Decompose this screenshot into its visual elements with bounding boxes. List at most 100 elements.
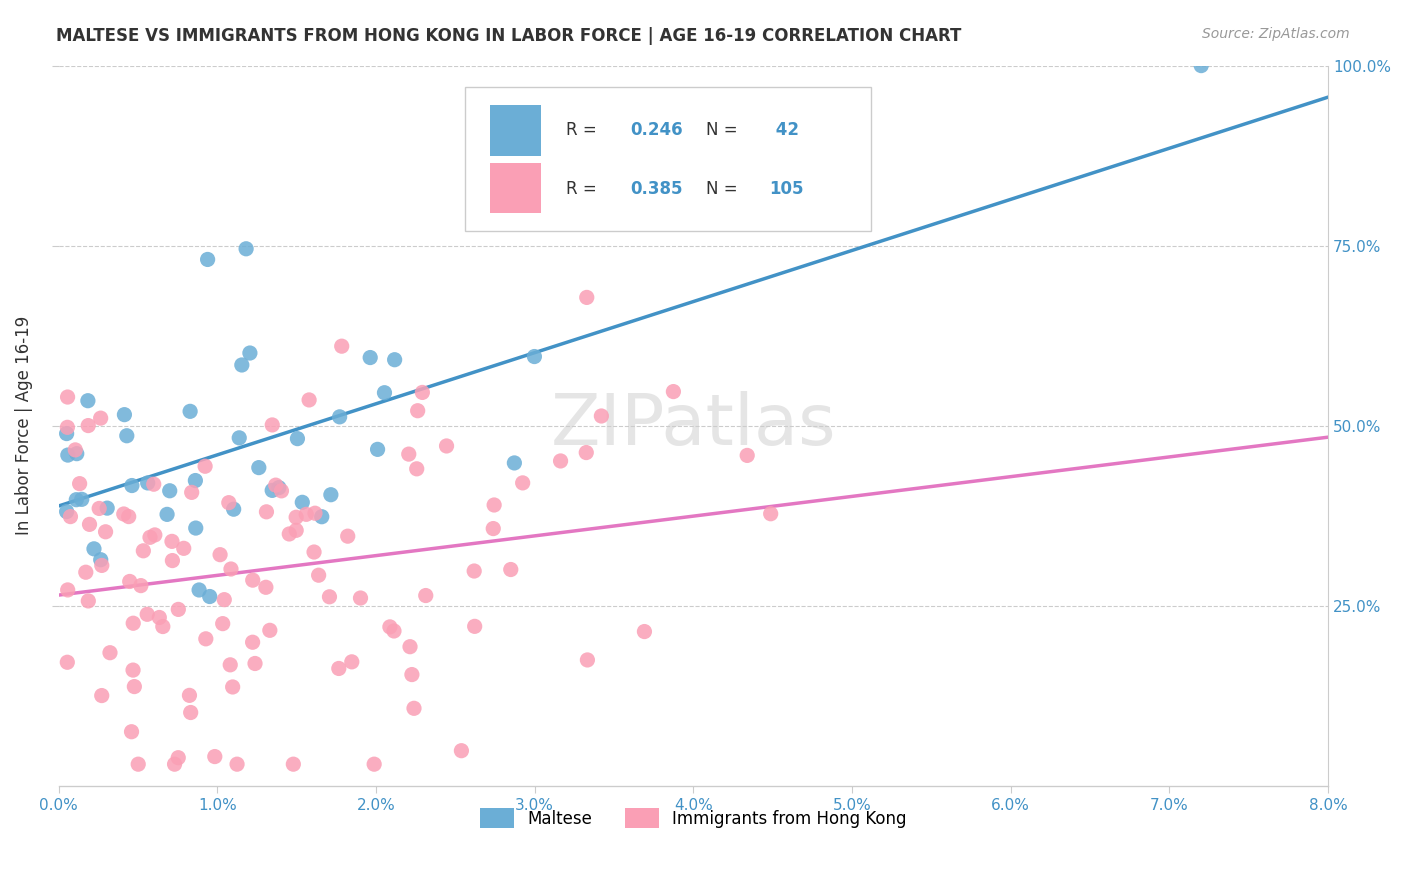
Text: 105: 105 — [769, 180, 804, 199]
Point — [262, 417, 284, 432]
Point — [308, 568, 330, 582]
Point — [367, 442, 389, 457]
Point — [65, 492, 87, 507]
Point — [180, 706, 202, 720]
Point — [398, 447, 420, 461]
Point — [184, 474, 207, 488]
Point — [499, 562, 522, 576]
Point — [270, 483, 292, 498]
Point — [118, 574, 141, 589]
Point — [152, 619, 174, 633]
Point — [55, 505, 77, 519]
Text: N =: N = — [706, 121, 742, 139]
Point — [411, 385, 433, 400]
Point — [662, 384, 685, 399]
Point — [112, 507, 135, 521]
Point — [373, 385, 395, 400]
Point — [405, 462, 427, 476]
Point — [222, 502, 245, 516]
Point — [90, 411, 112, 425]
Point — [415, 589, 437, 603]
Text: MALTESE VS IMMIGRANTS FROM HONG KONG IN LABOR FORCE | AGE 16-19 CORRELATION CHAR: MALTESE VS IMMIGRANTS FROM HONG KONG IN … — [56, 27, 962, 45]
Point — [482, 498, 505, 512]
Point — [336, 529, 359, 543]
Point — [259, 624, 281, 638]
Point — [735, 449, 758, 463]
Point — [127, 757, 149, 772]
Point — [66, 447, 89, 461]
Text: 0.246: 0.246 — [630, 121, 682, 139]
Point — [55, 426, 77, 441]
Point — [136, 607, 159, 622]
Point — [382, 624, 405, 638]
Point — [378, 620, 401, 634]
Point — [340, 655, 363, 669]
Point — [90, 552, 112, 566]
Point — [180, 485, 202, 500]
Point — [349, 591, 371, 605]
Point — [262, 483, 284, 498]
Point — [231, 358, 253, 372]
Point — [194, 632, 217, 646]
Point — [1189, 59, 1212, 73]
Point — [70, 492, 93, 507]
Point — [167, 750, 190, 764]
Point — [219, 562, 242, 576]
Point — [363, 757, 385, 772]
Point — [576, 653, 599, 667]
Point — [359, 351, 381, 365]
Point — [291, 495, 314, 509]
Point — [247, 460, 270, 475]
Point — [188, 582, 211, 597]
Point — [330, 339, 353, 353]
Point — [285, 510, 308, 524]
Point — [122, 663, 145, 677]
Point — [464, 619, 486, 633]
Point — [219, 657, 242, 672]
Point — [156, 508, 179, 522]
Point — [401, 667, 423, 681]
Point — [463, 564, 485, 578]
Point — [77, 594, 100, 608]
Point — [115, 429, 138, 443]
Point — [399, 640, 422, 654]
Point — [56, 655, 79, 669]
Point — [132, 543, 155, 558]
Point — [79, 517, 101, 532]
Point — [98, 646, 121, 660]
Text: R =: R = — [567, 121, 603, 139]
Point — [228, 431, 250, 445]
Point — [242, 635, 264, 649]
Point — [302, 545, 325, 559]
Point — [402, 701, 425, 715]
Point — [204, 749, 226, 764]
Text: Source: ZipAtlas.com: Source: ZipAtlas.com — [1202, 27, 1350, 41]
Point — [179, 689, 201, 703]
Point — [304, 506, 326, 520]
Point — [69, 476, 91, 491]
Point — [159, 483, 181, 498]
Point — [254, 580, 277, 594]
FancyBboxPatch shape — [491, 163, 541, 213]
Point — [139, 530, 162, 544]
Point — [329, 409, 352, 424]
Point — [243, 657, 266, 671]
Point — [198, 590, 221, 604]
Point — [142, 477, 165, 491]
Point — [328, 661, 350, 675]
Point — [118, 509, 141, 524]
Point — [298, 392, 321, 407]
Point — [221, 680, 243, 694]
Point — [214, 592, 236, 607]
Point — [503, 456, 526, 470]
Point — [148, 610, 170, 624]
Point — [77, 393, 100, 408]
Point — [591, 409, 613, 423]
Text: ZIPatlas: ZIPatlas — [551, 392, 837, 460]
Point — [283, 757, 305, 772]
Point — [94, 524, 117, 539]
Point — [121, 478, 143, 492]
Point — [90, 558, 112, 573]
Point — [278, 527, 301, 541]
Y-axis label: In Labor Force | Age 16-19: In Labor Force | Age 16-19 — [15, 316, 32, 535]
